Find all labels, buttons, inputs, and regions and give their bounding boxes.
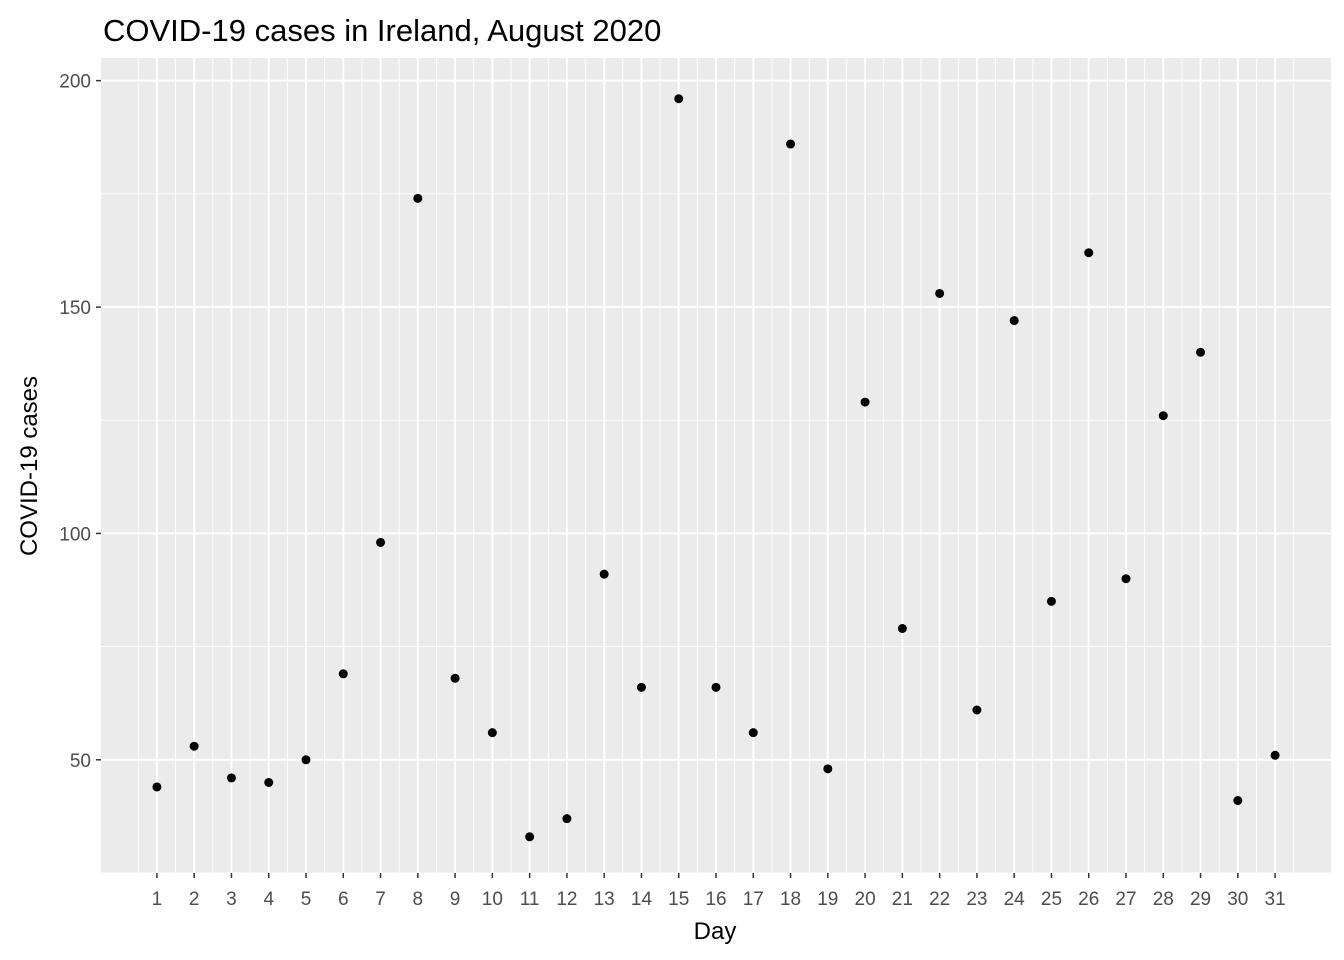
chart-title: COVID-19 cases in Ireland, August 2020: [103, 13, 661, 48]
data-point: [935, 288, 945, 298]
data-point: [711, 682, 721, 692]
data-point: [1121, 574, 1131, 584]
x-tick-label: 15: [668, 889, 689, 910]
x-tick-label: 18: [780, 889, 801, 910]
x-tick-label: 27: [1115, 889, 1136, 910]
x-tick-label: 19: [817, 889, 838, 910]
y-axis-title: COVID-19 cases: [16, 376, 43, 556]
y-tick-label: 200: [59, 72, 91, 93]
data-point: [562, 814, 572, 824]
x-tick-label: 1: [152, 889, 163, 910]
x-tick-label: 7: [375, 889, 386, 910]
data-points: [152, 94, 1280, 842]
x-tick-label: 6: [338, 889, 349, 910]
y-tick-label: 100: [59, 524, 91, 545]
x-tick-label: 17: [743, 889, 764, 910]
y-tick-label: 50: [70, 751, 91, 772]
x-tick-label: 30: [1227, 889, 1248, 910]
x-axis-ticks: 1 2 3 4 5 6 7 8 9 10 11 12 13 14 15 16 17 18 19 20 21 22 23 24 2…: [152, 873, 1286, 910]
data-point: [264, 777, 274, 787]
x-tick-label: 3: [226, 889, 237, 910]
x-tick-label: 24: [1004, 889, 1026, 910]
x-tick-label: 14: [631, 889, 653, 910]
data-point: [376, 537, 386, 547]
data-point: [1196, 347, 1206, 357]
x-axis-title: Day: [694, 918, 737, 945]
x-tick-label: 13: [594, 889, 615, 910]
data-point: [674, 94, 684, 104]
data-point: [1270, 750, 1280, 760]
x-tick-label: 12: [556, 889, 577, 910]
data-point: [599, 569, 609, 579]
data-point: [413, 193, 423, 203]
data-point: [897, 624, 907, 633]
data-point: [748, 728, 758, 738]
data-point: [1158, 411, 1168, 421]
x-tick-label: 25: [1041, 889, 1062, 910]
x-tick-label: 5: [301, 889, 312, 910]
x-tick-label: 8: [413, 889, 424, 910]
data-point: [226, 773, 236, 783]
data-point: [525, 832, 535, 842]
data-point: [487, 728, 497, 738]
y-tick-label: 150: [59, 298, 91, 319]
x-tick-label: 20: [855, 889, 876, 910]
x-tick-label: 23: [966, 889, 987, 910]
data-point: [450, 673, 460, 683]
data-point: [972, 705, 982, 715]
data-point: [1046, 596, 1056, 606]
data-point: [786, 139, 796, 149]
data-point: [636, 682, 646, 692]
x-tick-label: 28: [1153, 889, 1174, 910]
x-tick-label: 26: [1078, 889, 1099, 910]
x-tick-label: 4: [263, 889, 274, 910]
data-point: [823, 764, 833, 774]
x-tick-label: 21: [892, 889, 913, 910]
x-tick-label: 29: [1190, 889, 1211, 910]
x-tick-label: 2: [189, 889, 200, 910]
data-point: [860, 397, 870, 407]
x-tick-label: 11: [520, 889, 540, 910]
x-tick-label: 16: [705, 889, 726, 910]
data-point: [1084, 248, 1094, 258]
data-point: [1009, 316, 1019, 326]
data-point: [1233, 796, 1243, 806]
x-tick-label: 31: [1265, 889, 1286, 910]
data-point: [152, 782, 162, 792]
data-point: [338, 669, 348, 679]
x-tick-label: 10: [482, 889, 503, 910]
y-axis-ticks: 50 100 150 200: [59, 72, 101, 772]
x-tick-label: 9: [450, 889, 461, 910]
x-tick-label: 22: [929, 889, 950, 910]
data-point: [189, 741, 199, 751]
data-point: [301, 755, 311, 765]
